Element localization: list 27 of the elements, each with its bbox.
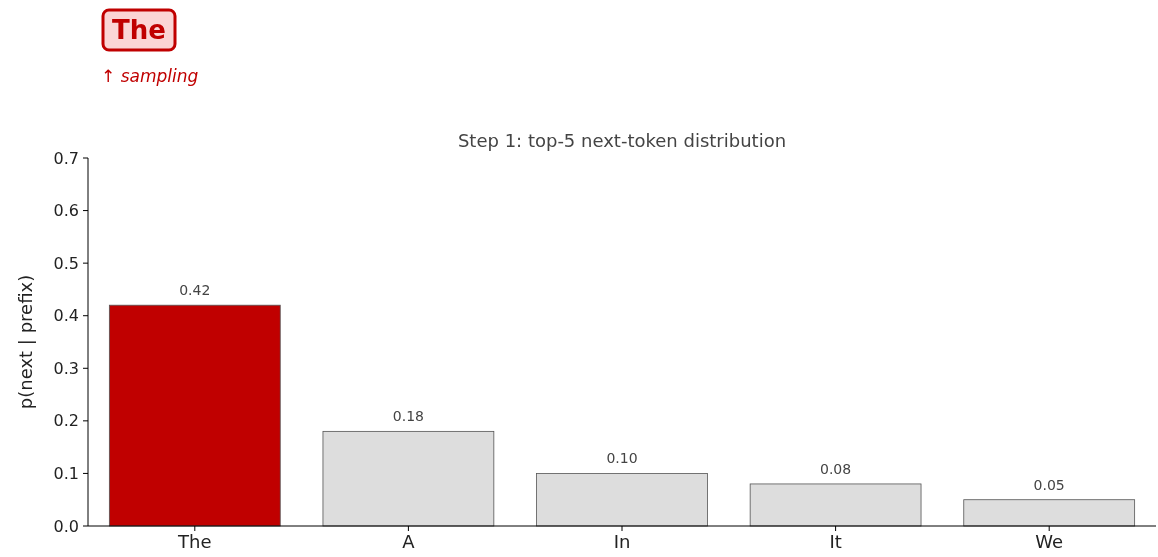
y-axis-title: p(next | prefix) <box>15 274 36 410</box>
x-tick-label: It <box>829 531 842 552</box>
x-tick-label: A <box>402 531 416 552</box>
bar <box>749 483 922 527</box>
y-tick-label: 0.1 <box>53 464 79 484</box>
y-tick-label: 0.7 <box>53 148 79 168</box>
bar <box>322 430 495 527</box>
text: The <box>112 15 166 45</box>
y-tick-label: 0.2 <box>53 411 79 431</box>
data-label: 0.08 <box>820 460 852 477</box>
x-tick-label: The <box>177 531 212 552</box>
y-tick-label: 0.3 <box>53 358 79 378</box>
y-tick-label: 0.6 <box>53 201 79 221</box>
y-tick-label: 0.0 <box>53 516 79 536</box>
y-tick-label: 0.5 <box>53 253 79 273</box>
data-label: 0.05 <box>1033 476 1065 493</box>
text: ↑ sampling <box>101 66 199 86</box>
chart-title: Step 1: top-5 next-token distribution <box>457 130 787 151</box>
x-tick-label: We <box>1035 531 1064 552</box>
data-label: 0.10 <box>606 450 638 467</box>
x-tick-label: In <box>613 531 631 552</box>
data-label: 0.42 <box>179 282 211 299</box>
data-label: 0.18 <box>392 408 424 425</box>
bar <box>963 499 1136 527</box>
bar <box>536 473 708 527</box>
bar <box>108 304 281 527</box>
y-tick-label: 0.4 <box>53 306 79 326</box>
